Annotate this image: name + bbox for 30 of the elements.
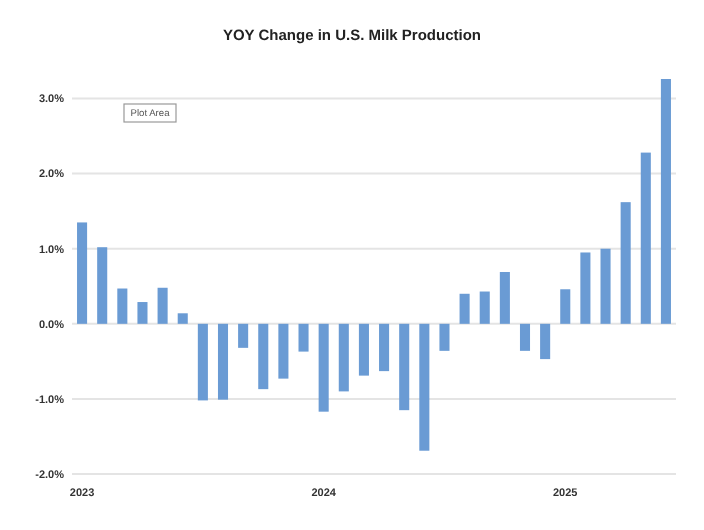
bar	[117, 288, 128, 324]
bar	[298, 323, 309, 352]
bar	[439, 323, 450, 351]
bar	[560, 289, 571, 324]
bar	[580, 252, 591, 324]
bar	[600, 248, 611, 324]
bar	[318, 323, 329, 412]
bar	[197, 323, 208, 401]
bar	[137, 302, 148, 324]
bar	[258, 323, 269, 390]
bar	[459, 293, 470, 324]
bar	[660, 79, 671, 324]
bar	[97, 247, 108, 324]
bar	[419, 323, 430, 451]
bar	[217, 323, 229, 400]
bar	[399, 323, 410, 411]
bar	[640, 152, 651, 324]
bar	[77, 222, 88, 324]
bar	[479, 291, 490, 324]
bar	[499, 272, 510, 324]
bar	[157, 287, 168, 324]
bar	[177, 313, 188, 324]
bar	[620, 202, 631, 324]
bar	[379, 323, 390, 372]
bar	[278, 323, 289, 379]
bar	[519, 323, 531, 351]
bar	[338, 323, 349, 392]
bar	[358, 323, 369, 376]
bar	[238, 323, 249, 348]
bar	[540, 323, 551, 360]
